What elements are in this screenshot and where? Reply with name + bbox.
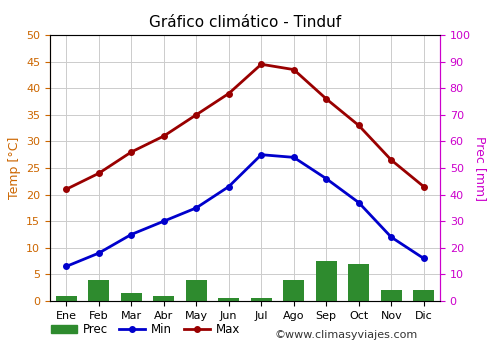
Max [193, 113, 199, 117]
Bar [413, 290, 434, 301]
Min [258, 153, 264, 157]
Bar [250, 298, 272, 301]
Bar [283, 280, 304, 301]
Y-axis label: Prec [mm]: Prec [mm] [474, 135, 488, 201]
Min [161, 219, 167, 223]
Max [323, 97, 329, 101]
Min [291, 155, 297, 160]
Max [63, 187, 69, 191]
Line: Max: Max [64, 62, 426, 192]
Max [96, 171, 102, 175]
Bar [348, 264, 370, 301]
Max [226, 91, 232, 96]
Bar [120, 293, 142, 301]
Max [128, 150, 134, 154]
Title: Gráfico climático - Tinduf: Gráfico climático - Tinduf [149, 15, 341, 30]
Min [193, 206, 199, 210]
Bar [56, 296, 77, 301]
Min [323, 176, 329, 181]
Bar [218, 298, 240, 301]
Bar [380, 290, 402, 301]
Max [258, 62, 264, 66]
Min [421, 256, 427, 260]
Max [161, 134, 167, 138]
Line: Min: Min [64, 152, 426, 269]
Bar [316, 261, 337, 301]
Max [356, 123, 362, 127]
Min [63, 264, 69, 268]
Bar [153, 296, 174, 301]
Max [421, 184, 427, 189]
Legend: Prec, Min, Max: Prec, Min, Max [46, 318, 245, 341]
Max [291, 68, 297, 72]
Y-axis label: Temp [°C]: Temp [°C] [8, 137, 20, 199]
Min [356, 201, 362, 205]
Min [96, 251, 102, 255]
Max [388, 158, 394, 162]
Text: ©www.climasyviajes.com: ©www.climasyviajes.com [275, 329, 418, 340]
Min [226, 184, 232, 189]
Bar [186, 280, 207, 301]
Bar [88, 280, 110, 301]
Min [388, 235, 394, 239]
Min [128, 232, 134, 237]
